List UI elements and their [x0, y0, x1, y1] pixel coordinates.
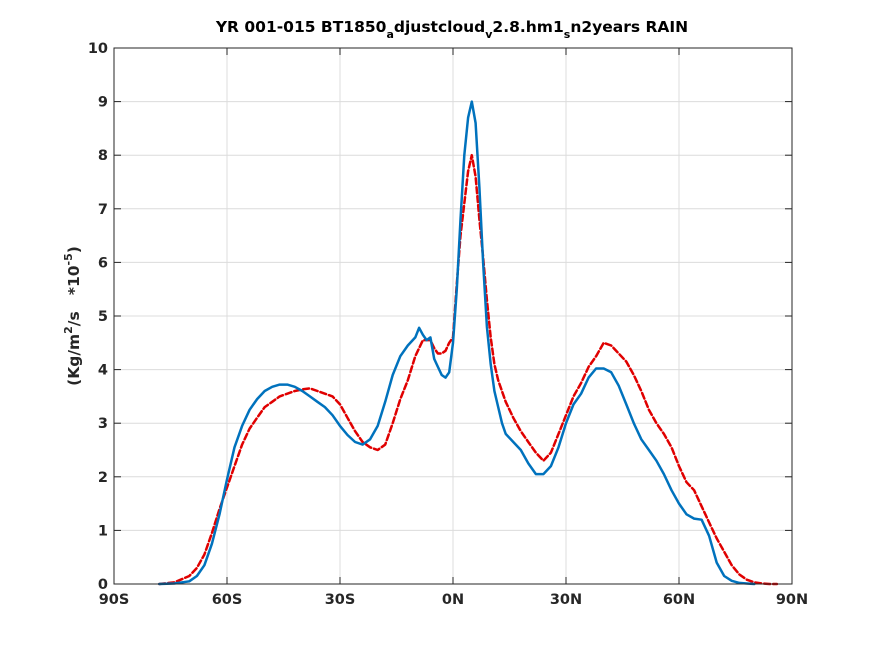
series-line-red-dashed [157, 153, 779, 586]
title-part-4: n2years RAIN [570, 18, 688, 36]
axis-ticks: 90S 60S 30S 0N 30N 60N 90N 0 1 2 3 4 5 6 7 8 9 10 [88, 41, 808, 608]
ylabel-part-3: ) [65, 246, 83, 253]
title-subscript-2: v [485, 28, 493, 41]
title-part-1: YR 001-015 BT1850 [215, 18, 387, 36]
x-tick-label: 90S [99, 592, 130, 608]
ylabel-part-1: (Kg/m [65, 334, 83, 386]
y-tick-label: 4 [98, 363, 108, 379]
ylabel-superscript-1: 2 [62, 326, 75, 334]
y-tick-label: 6 [98, 255, 108, 271]
y-tick-label: 1 [98, 523, 108, 539]
x-tick-label: 90N [776, 592, 808, 608]
x-tick-label: 30S [325, 592, 356, 608]
y-tick-label: 0 [98, 577, 108, 593]
x-tick-label: 30N [550, 592, 582, 608]
y-tick-label: 2 [98, 470, 108, 486]
y-tick-label: 8 [98, 148, 108, 164]
series-lines [157, 100, 779, 586]
title-subscript-3: s [564, 28, 571, 41]
y-tick-label: 10 [88, 41, 108, 57]
x-tick-label: 0N [442, 592, 464, 608]
title-subscript-1: a [386, 28, 393, 41]
y-tick-label: 9 [98, 95, 108, 111]
x-tick-label: 60S [212, 592, 243, 608]
ylabel-superscript-2: -5 [62, 253, 75, 265]
ylabel-part-2: /s *10 [65, 265, 83, 326]
y-tick-label: 7 [98, 202, 108, 218]
title-part-3: 2.8.hm1 [492, 18, 563, 36]
title-part-2: djustcloud [394, 18, 485, 36]
series-line-blue-solid [157, 100, 756, 586]
chart-title: YR 001-015 BT1850adjustcloudv2.8.hm1sn2y… [215, 18, 688, 41]
x-tick-label: 60N [663, 592, 695, 608]
y-tick-label: 3 [98, 416, 108, 432]
y-tick-label: 5 [98, 309, 108, 325]
y-axis-label: (Kg/m2/s *10-5) [62, 246, 83, 386]
